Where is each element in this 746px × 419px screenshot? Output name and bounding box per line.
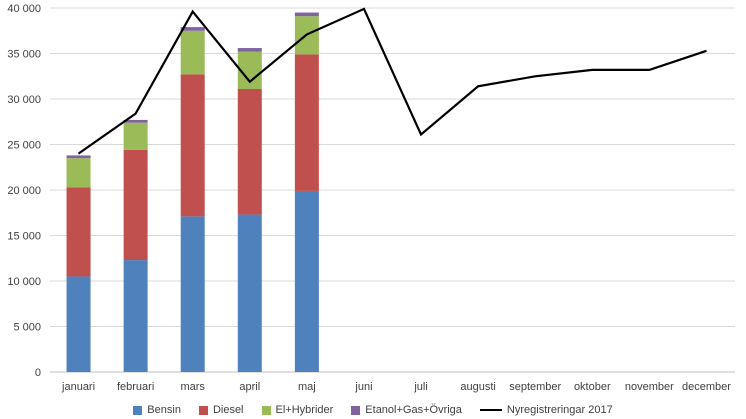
x-tick-label: augusti bbox=[460, 381, 495, 393]
bar-etanol-gas-vriga-4 bbox=[294, 12, 319, 17]
bar-diesel-2 bbox=[180, 74, 205, 217]
legend-item-etanol-gas-ovriga: Etanol+Gas+Övriga bbox=[351, 404, 462, 416]
legend-swatch-el-hybrider bbox=[261, 405, 271, 415]
y-tick-label: 40 000 bbox=[7, 3, 41, 15]
bar-diesel-4 bbox=[294, 54, 319, 191]
bar-diesel-3 bbox=[237, 88, 262, 215]
y-tick-label: 10 000 bbox=[7, 276, 41, 288]
legend-label-nyregistreringar: Nyregistreringar 2017 bbox=[506, 404, 613, 416]
y-tick-label: 25 000 bbox=[7, 140, 41, 152]
legend-label-diesel: Diesel bbox=[212, 404, 244, 416]
y-tick-label: 30 000 bbox=[7, 94, 41, 106]
legend-swatch-nyregistreringar bbox=[479, 409, 502, 411]
bar-bensin-1 bbox=[123, 260, 148, 372]
line-series bbox=[77, 7, 707, 155]
gridlines bbox=[50, 7, 735, 373]
bar-bensin-4 bbox=[294, 190, 319, 372]
x-axis: januari februari mars april maj juni juli augus… bbox=[61, 381, 731, 393]
x-tick-label: april bbox=[239, 381, 260, 393]
legend-item-nyregistreringar: Nyregistreringar 2017 bbox=[479, 404, 613, 416]
legend-label-el-hybrider: El+Hybrider bbox=[275, 404, 334, 416]
x-tick-label: februari bbox=[117, 381, 154, 393]
y-axis: 0 5 000 10 000 15 000 20 000 25 000 30 000 35 0… bbox=[7, 3, 41, 379]
y-tick-label: 0 bbox=[35, 367, 41, 379]
legend-swatch-bensin bbox=[133, 405, 143, 415]
bar-bensin-0 bbox=[66, 276, 91, 372]
x-tick-label: juli bbox=[413, 381, 427, 393]
legend-item-diesel: Diesel bbox=[198, 404, 244, 416]
x-tick-label: januari bbox=[61, 381, 95, 393]
legend-swatch-etanol-gas-ovriga bbox=[351, 405, 361, 415]
bar-el-hybrider-0 bbox=[66, 158, 91, 188]
bar-el-hybrider-1 bbox=[123, 122, 148, 150]
x-tick-label: juni bbox=[354, 381, 372, 393]
x-tick-label: maj bbox=[298, 381, 316, 393]
bar-etanol-gas-vriga-0 bbox=[66, 155, 91, 159]
bars bbox=[66, 12, 319, 372]
y-tick-label: 5 000 bbox=[13, 322, 41, 334]
legend-label-etanol-gas-ovriga: Etanol+Gas+Övriga bbox=[365, 404, 462, 416]
y-tick-label: 15 000 bbox=[7, 231, 41, 243]
x-tick-label: mars bbox=[180, 381, 205, 393]
x-tick-label: december bbox=[682, 381, 731, 393]
bar-etanol-gas-vriga-1 bbox=[123, 119, 148, 123]
bar-el-hybrider-2 bbox=[180, 30, 205, 75]
y-tick-label: 35 000 bbox=[7, 49, 41, 61]
x-tick-label: november bbox=[625, 381, 674, 393]
bar-bensin-2 bbox=[180, 216, 205, 372]
x-tick-label: oktober bbox=[574, 381, 611, 393]
legend: Bensin Diesel El+Hybrider Etanol+Gas+Övr… bbox=[0, 402, 746, 418]
line-nyregistreringar bbox=[77, 7, 707, 155]
x-tick-label: september bbox=[509, 381, 561, 393]
bar-diesel-0 bbox=[66, 187, 91, 277]
bar-etanol-gas-vriga-2 bbox=[180, 27, 205, 31]
legend-label-bensin: Bensin bbox=[147, 404, 181, 416]
legend-item-el-hybrider: El+Hybrider bbox=[261, 404, 334, 416]
bar-bensin-3 bbox=[237, 214, 262, 372]
y-tick-label: 20 000 bbox=[7, 185, 41, 197]
legend-item-bensin: Bensin bbox=[133, 404, 181, 416]
legend-swatch-diesel bbox=[198, 405, 208, 415]
bar-etanol-gas-vriga-3 bbox=[237, 48, 262, 52]
bar-diesel-1 bbox=[123, 149, 148, 261]
